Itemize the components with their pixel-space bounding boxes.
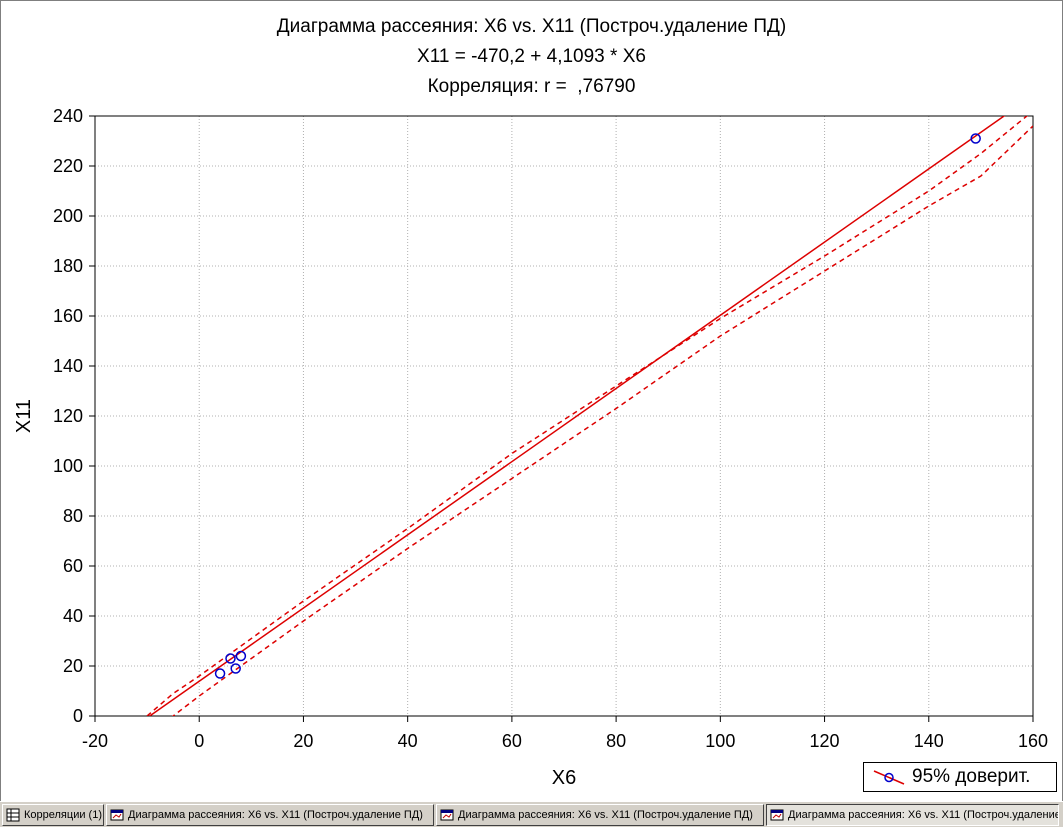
y-tick-label: 160 <box>53 306 83 326</box>
taskbar-item-scatter-1[interactable]: Диаграмма рассеяния: X6 vs. X11 (Построч… <box>106 803 434 826</box>
y-tick-label: 0 <box>73 706 83 726</box>
taskbar-item-label: Диаграмма рассеяния: X6 vs. X11 (Построч… <box>128 808 423 821</box>
x-tick-label: 140 <box>914 731 944 751</box>
regression-equation: X11 = -470,2 + 4,1093 * X6 <box>417 46 646 67</box>
table-icon <box>6 808 20 821</box>
y-tick-label: 180 <box>53 256 83 276</box>
confidence-band-lower <box>171 125 1033 716</box>
x-tick-label: 40 <box>398 731 418 751</box>
y-tick-label: 120 <box>53 406 83 426</box>
x-tick-label: 20 <box>293 731 313 751</box>
graph-window <box>0 0 1063 802</box>
taskbar: Корреляции (1) Диаграмма рассеяния: X6 v… <box>0 801 1063 827</box>
data-points <box>214 133 981 679</box>
graph-window-icon <box>770 809 784 820</box>
y-tick-label: 40 <box>63 606 83 626</box>
y-axis-title: X11 <box>13 399 35 433</box>
axis-ticks: -20 0 20 40 60 80 100 120 140 160 0 20 40 60 80 100 120 1… <box>53 106 1048 751</box>
x-axis-title: X6 <box>552 767 576 789</box>
y-tick-label: 20 <box>63 656 83 676</box>
legend-label: 95% доверит. <box>912 766 1031 787</box>
y-tick-label: 240 <box>53 106 83 126</box>
chart-title: Диаграмма рассеяния: X6 vs. X11 (Построч… <box>276 16 787 37</box>
fit-line <box>149 116 1006 716</box>
regression-line <box>149 116 1006 716</box>
taskbar-item-correlations[interactable]: Корреляции (1) <box>2 803 104 826</box>
taskbar-item-label: Диаграмма рассеяния: X6 vs. X11 (Построч… <box>458 808 753 821</box>
data-point <box>225 653 236 664</box>
confidence-band <box>146 116 1033 716</box>
taskbar-item-scatter-2[interactable]: Диаграмма рассеяния: X6 vs. X11 (Построч… <box>436 803 764 826</box>
x-tick-label: 60 <box>502 731 522 751</box>
y-tick-label: 60 <box>63 556 83 576</box>
taskbar-item-label: Диаграмма рассеяния: X6 vs. X11 (Построч… <box>788 808 1059 821</box>
x-tick-label: 80 <box>606 731 626 751</box>
scatter-plot: -20 0 20 40 60 80 100 120 140 160 0 20 40 60 80 100 120 1… <box>13 106 1048 789</box>
y-tick-label: 220 <box>53 156 83 176</box>
y-tick-label: 140 <box>53 356 83 376</box>
correlation-text: Корреляция: r = ,76790 <box>427 76 636 97</box>
graph-window-icon <box>440 809 454 820</box>
x-tick-label: 0 <box>194 731 204 751</box>
graph-window-icon <box>110 809 124 820</box>
x-tick-label: -20 <box>82 731 108 751</box>
taskbar-item-label: Корреляции (1) <box>24 808 102 821</box>
y-tick-label: 200 <box>53 206 83 226</box>
x-tick-label: 120 <box>810 731 840 751</box>
data-point <box>970 133 981 144</box>
x-tick-label: 160 <box>1018 731 1048 751</box>
data-point <box>235 650 247 662</box>
grid-lines <box>95 116 1033 716</box>
data-point <box>230 663 241 674</box>
legend: 95% доверит. <box>863 762 1057 792</box>
legend-marker-icon <box>873 770 905 785</box>
x-tick-label: 100 <box>705 731 735 751</box>
y-tick-label: 100 <box>53 456 83 476</box>
taskbar-item-scatter-3[interactable]: Диаграмма рассеяния: X6 vs. X11 (Построч… <box>766 803 1059 826</box>
data-point <box>214 668 226 679</box>
y-tick-label: 80 <box>63 506 83 526</box>
